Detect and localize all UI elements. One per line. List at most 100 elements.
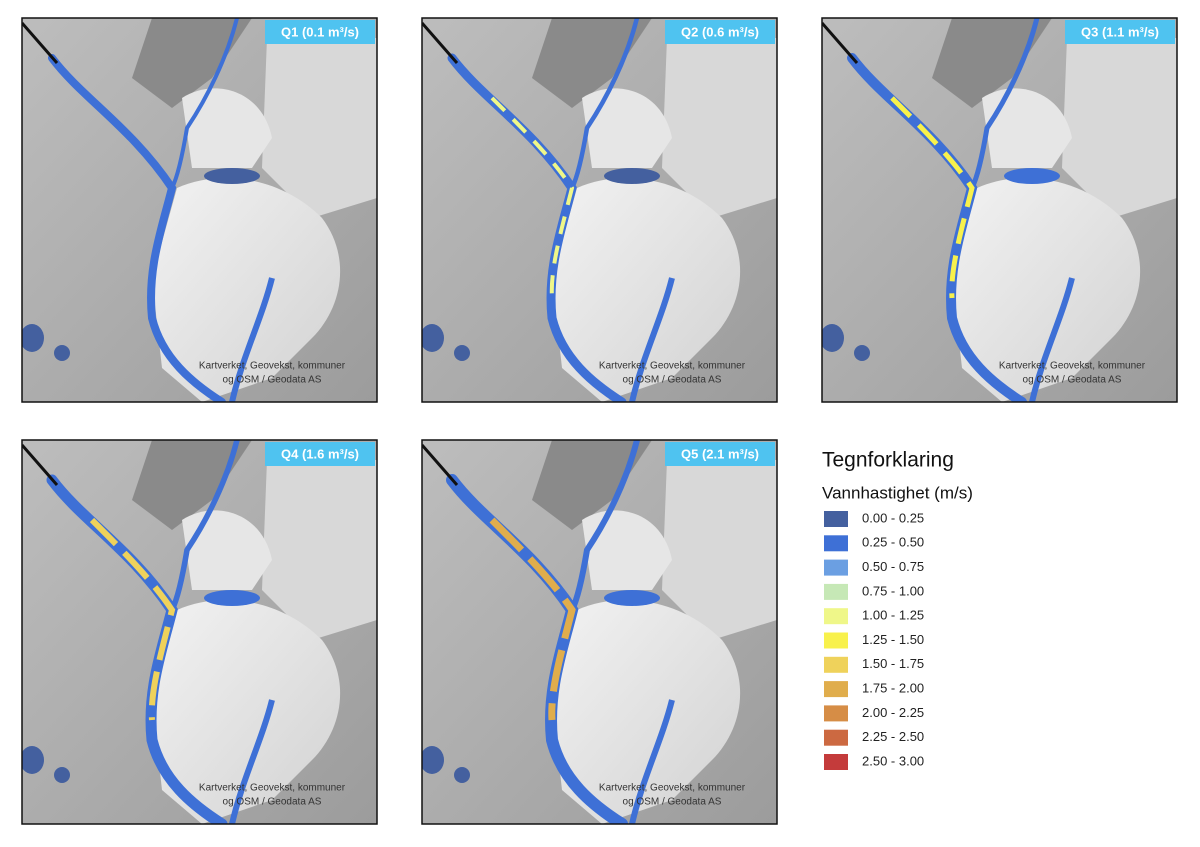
terrain-plateau bbox=[662, 38, 777, 218]
panel-label: Q1 (0.1 m³/s) bbox=[281, 24, 359, 39]
pond bbox=[54, 345, 70, 361]
legend-label: 1.25 - 1.50 bbox=[862, 632, 924, 647]
attribution: Kartverket, Geovekst, kommuner bbox=[999, 361, 1146, 372]
panel-border bbox=[21, 17, 378, 403]
legend-swatch bbox=[824, 729, 848, 746]
pipe bbox=[22, 22, 59, 64]
attribution: Kartverket, Geovekst, kommuner bbox=[199, 361, 346, 372]
pond bbox=[604, 590, 660, 606]
panel-label-box bbox=[265, 442, 375, 466]
river bbox=[629, 699, 675, 824]
attribution: og OSM / Geodata AS bbox=[223, 797, 322, 808]
hill bbox=[552, 600, 741, 824]
pond bbox=[22, 746, 44, 774]
pond bbox=[1004, 168, 1060, 184]
legend-swatch bbox=[824, 754, 848, 770]
legend-label: 1.00 - 1.25 bbox=[862, 608, 924, 623]
terrain-plateau bbox=[262, 38, 377, 218]
river bbox=[969, 18, 1040, 190]
legend-title: Tegnforklaring bbox=[822, 449, 954, 472]
legend-swatch bbox=[824, 632, 848, 649]
legend-swatch bbox=[824, 559, 848, 576]
terrain-ridge bbox=[532, 18, 652, 108]
river bbox=[569, 440, 640, 612]
pond bbox=[204, 168, 260, 184]
attribution: Kartverket, Geovekst, kommuner bbox=[599, 783, 746, 794]
pond bbox=[454, 345, 470, 361]
terrain-ridge bbox=[132, 18, 252, 108]
hill bbox=[952, 178, 1141, 402]
panel-label-box bbox=[1065, 20, 1175, 44]
hill bbox=[152, 600, 341, 824]
legend-label: 0.00 - 0.25 bbox=[862, 510, 924, 525]
panel-label: Q2 (0.6 m³/s) bbox=[681, 24, 759, 39]
pond bbox=[22, 324, 44, 352]
legend-swatch bbox=[824, 535, 848, 552]
river-fast bbox=[89, 517, 176, 721]
river bbox=[170, 18, 239, 189]
attribution: og OSM / Geodata AS bbox=[223, 375, 322, 386]
river bbox=[1029, 277, 1075, 402]
terrain-plateau bbox=[262, 460, 377, 640]
map-panel: Kartverket, Geovekst, kommuner og OSM / G… bbox=[821, 17, 1178, 403]
map: Kartverket, Geovekst, kommuner og OSM / G… bbox=[22, 18, 377, 402]
panel-border bbox=[821, 17, 1178, 403]
attribution: og OSM / Geodata AS bbox=[623, 375, 722, 386]
hill bbox=[182, 88, 272, 168]
pipe bbox=[422, 22, 459, 64]
pond bbox=[54, 767, 70, 783]
terrain-ridge bbox=[532, 440, 652, 530]
hill bbox=[582, 510, 672, 590]
pipe bbox=[422, 444, 459, 486]
river bbox=[48, 54, 226, 402]
legend-label: 0.25 - 0.50 bbox=[862, 535, 924, 550]
legend-label: 1.50 - 1.75 bbox=[862, 656, 924, 671]
legend-label: 2.25 - 2.50 bbox=[862, 729, 924, 744]
panel-border bbox=[421, 439, 778, 825]
pond bbox=[454, 767, 470, 783]
legend-label: 2.50 - 3.00 bbox=[862, 753, 924, 768]
map: Kartverket, Geovekst, kommuner og OSM / G… bbox=[422, 440, 777, 824]
legend-swatch bbox=[824, 681, 848, 698]
river bbox=[229, 277, 275, 402]
pond bbox=[422, 324, 444, 352]
map-panel: Kartverket, Geovekst, kommuner og OSM / G… bbox=[21, 439, 378, 825]
attribution: og OSM / Geodata AS bbox=[1023, 375, 1122, 386]
attribution: Kartverket, Geovekst, kommuner bbox=[199, 783, 346, 794]
pond bbox=[822, 324, 844, 352]
hill bbox=[152, 178, 341, 402]
hill bbox=[582, 88, 672, 168]
map: Kartverket, Geovekst, kommuner og OSM / G… bbox=[422, 18, 777, 402]
panel-label-box bbox=[265, 20, 375, 44]
legend-label: 2.00 - 2.25 bbox=[862, 705, 924, 720]
panel-label: Q3 (1.1 m³/s) bbox=[1081, 24, 1159, 39]
panel-label: Q5 (2.1 m³/s) bbox=[681, 446, 759, 461]
pond bbox=[854, 345, 870, 361]
river-fast bbox=[490, 96, 575, 299]
legend-label: 0.50 - 0.75 bbox=[862, 559, 924, 574]
terrain-plateau bbox=[1062, 38, 1177, 218]
attribution: Kartverket, Geovekst, kommuner bbox=[599, 361, 746, 372]
legend-label: 0.75 - 1.00 bbox=[862, 583, 924, 598]
legend-swatch bbox=[824, 656, 848, 673]
legend-swatch bbox=[824, 511, 848, 527]
panel-label-box bbox=[665, 442, 775, 466]
pond bbox=[204, 590, 260, 606]
panel-border bbox=[421, 17, 778, 403]
terrain-ridge bbox=[932, 18, 1052, 108]
legend-swatch bbox=[824, 583, 848, 600]
hill bbox=[552, 178, 741, 402]
river bbox=[229, 699, 275, 824]
legend-swatch bbox=[824, 608, 848, 625]
legend-label: 1.75 - 2.00 bbox=[862, 681, 924, 696]
river-fast bbox=[489, 517, 576, 721]
map: Kartverket, Geovekst, kommuner og OSM / G… bbox=[822, 18, 1177, 402]
river bbox=[169, 440, 240, 612]
hill bbox=[182, 510, 272, 590]
river-fast bbox=[890, 96, 975, 299]
terrain-ridge bbox=[132, 440, 252, 530]
panel-label-box bbox=[665, 20, 775, 44]
pipe bbox=[822, 22, 859, 64]
